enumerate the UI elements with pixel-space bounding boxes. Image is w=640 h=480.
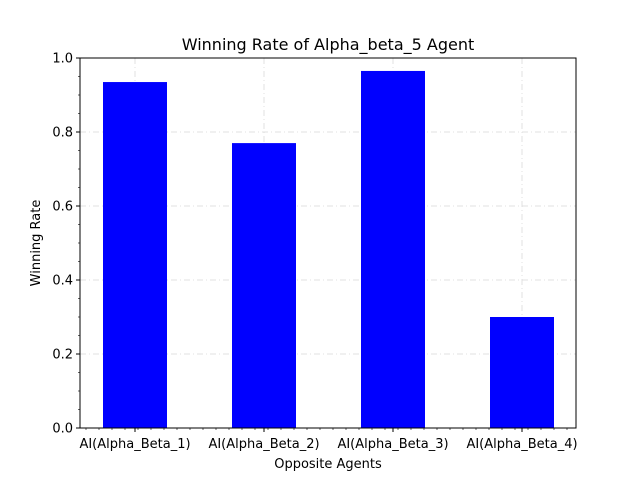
x-tick-label: AI(Alpha_Beta_4) [466, 437, 577, 452]
x-tick-label: AI(Alpha_Beta_2) [208, 437, 319, 452]
bar [103, 82, 167, 429]
y-tick-label: 0.8 [52, 126, 73, 141]
x-axis-ticks: AI(Alpha_Beta_1) AI(Alpha_Beta_2) AI(Alpha… [79, 428, 578, 452]
y-tick-label: 0.4 [52, 274, 73, 289]
y-tick-label: 0.6 [52, 200, 73, 215]
bar [361, 70, 425, 428]
y-axis-ticks: 0.0 0.2 0.4 0.6 0.8 1.0 [52, 52, 80, 437]
bars [103, 70, 554, 429]
y-tick-label: 0.0 [52, 422, 73, 437]
x-axis-label: Opposite Agents [274, 457, 382, 472]
y-axis-label: Winning Rate [29, 200, 44, 287]
bar [232, 143, 296, 428]
bar [490, 317, 554, 428]
y-tick-label: 1.0 [52, 52, 73, 67]
chart-title: Winning Rate of Alpha_beta_5 Agent [182, 35, 475, 55]
x-tick-label: AI(Alpha_Beta_3) [337, 437, 448, 452]
y-tick-label: 0.2 [52, 348, 73, 363]
x-tick-label: AI(Alpha_Beta_1) [79, 437, 190, 452]
